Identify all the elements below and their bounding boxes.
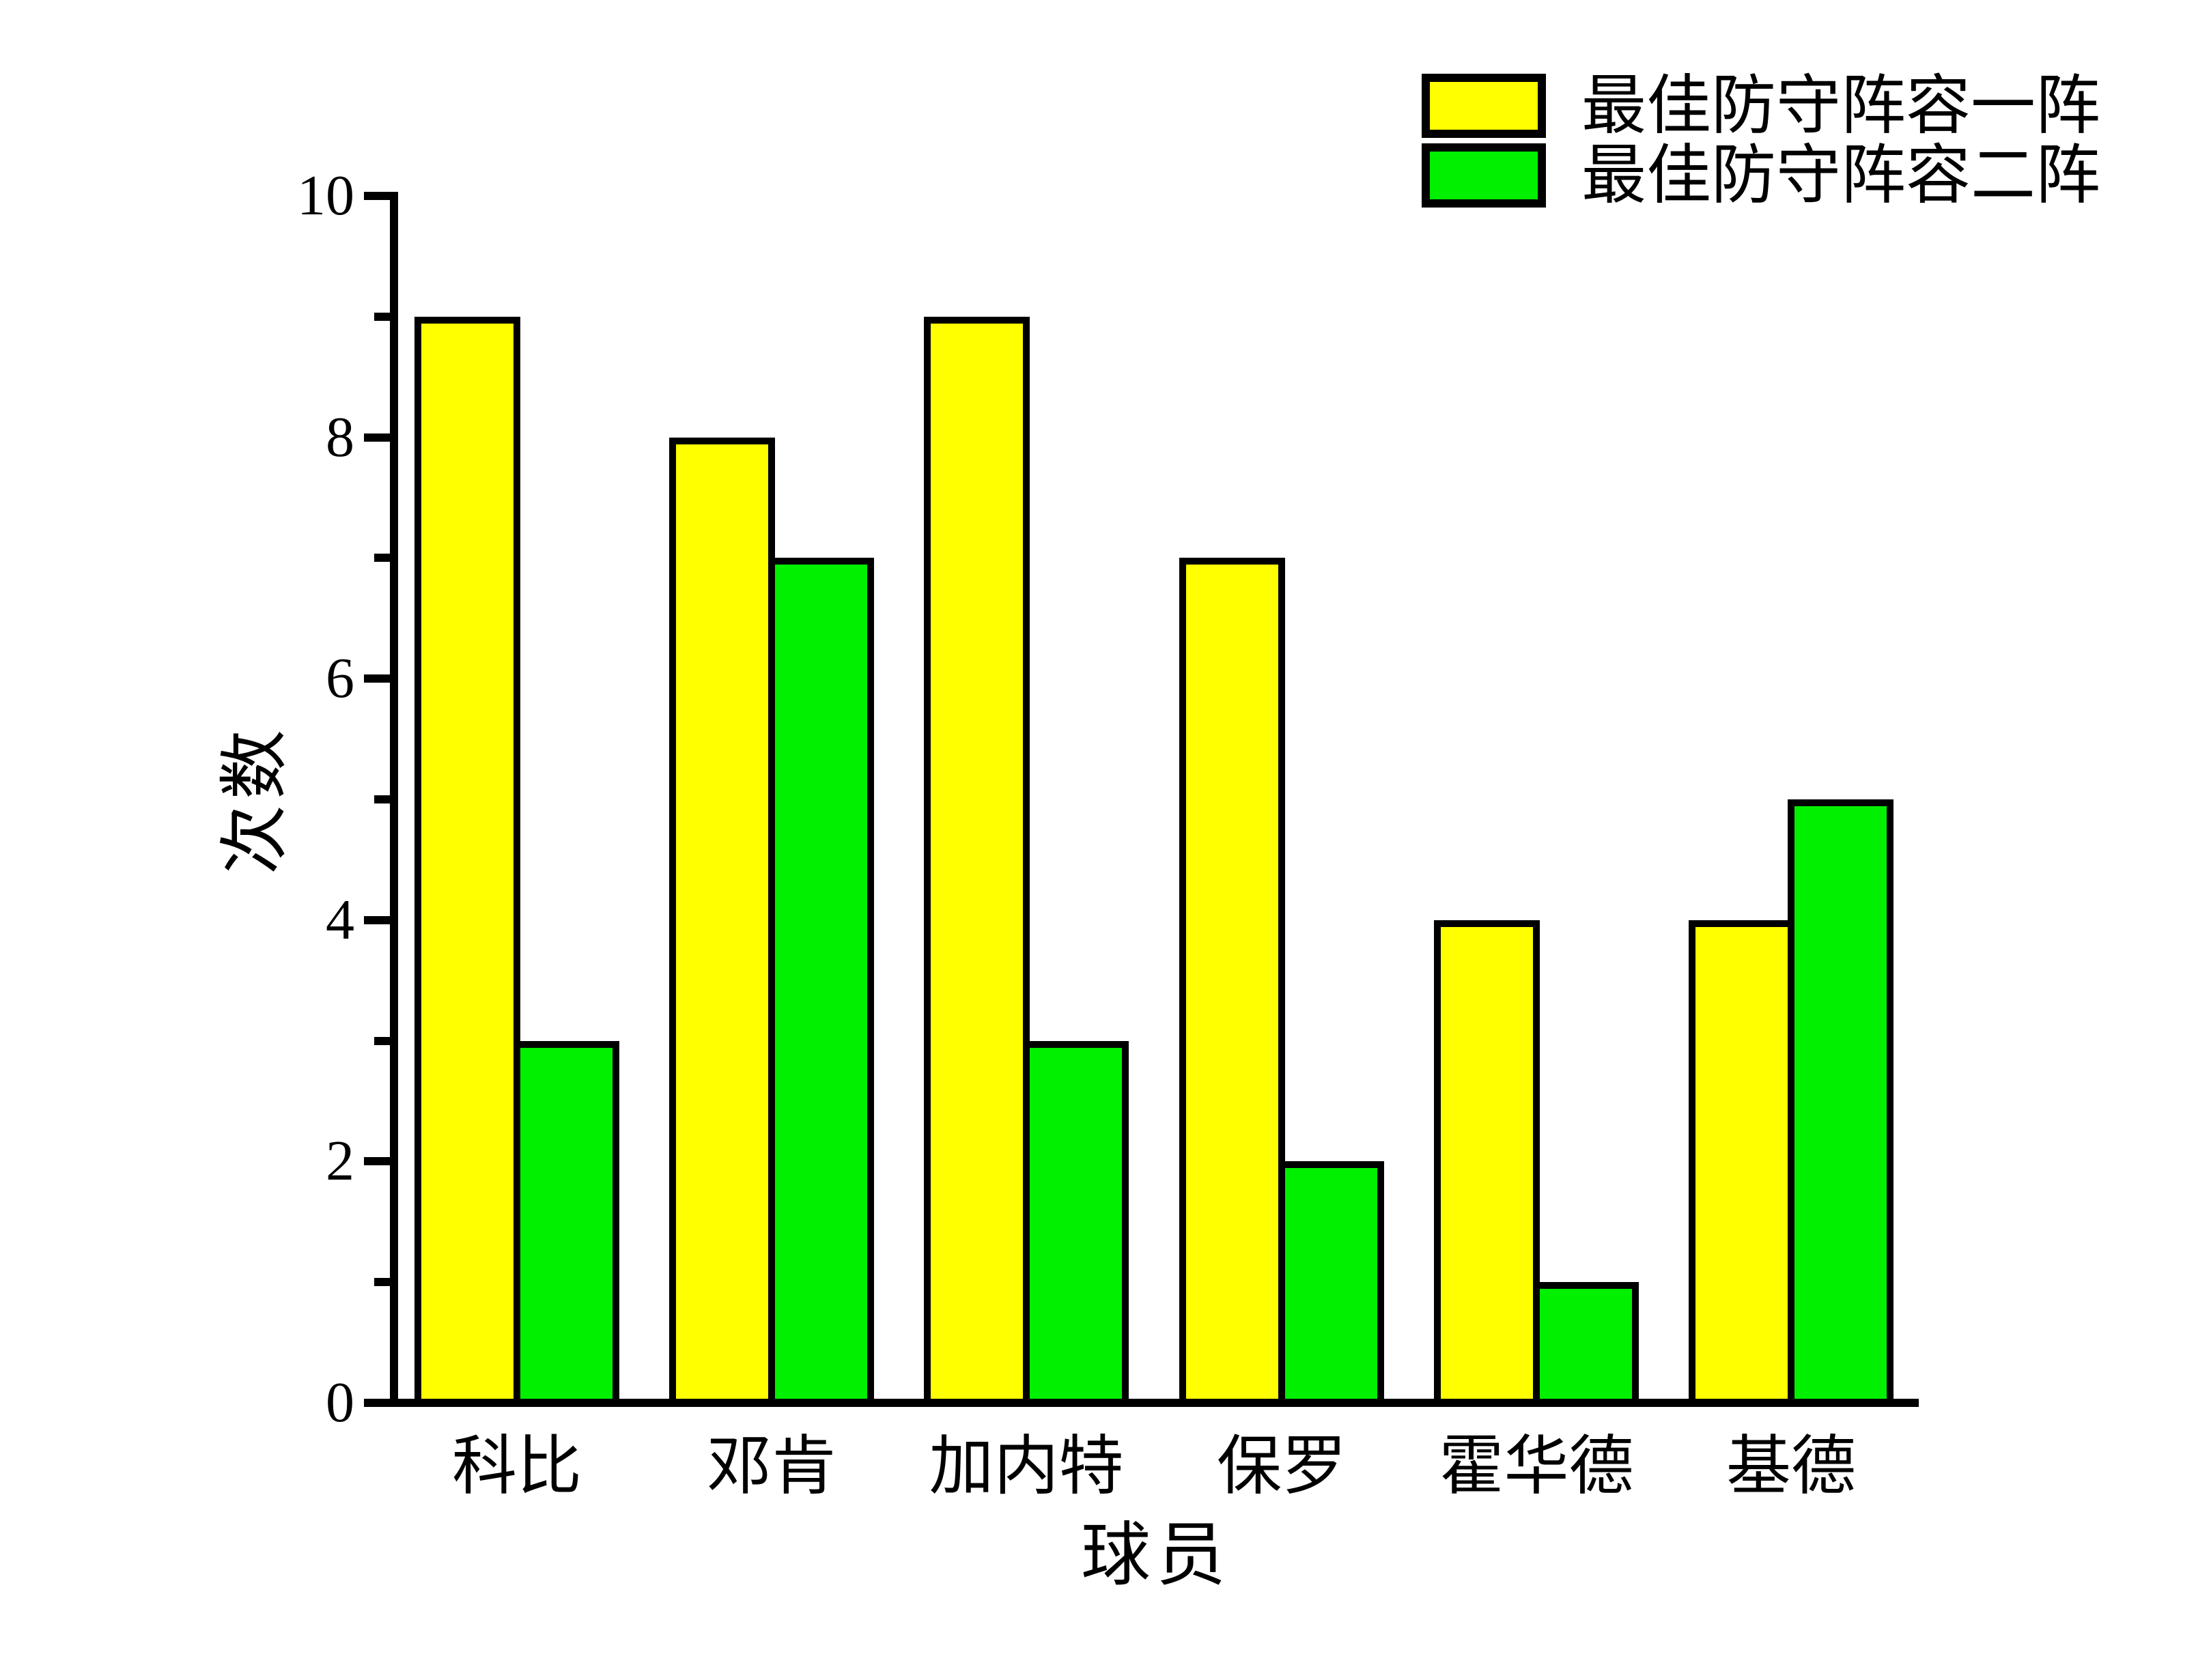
y-axis-line	[390, 192, 398, 1407]
y-minor-tick	[374, 554, 394, 563]
y-major-tick	[364, 1157, 394, 1166]
legend-row-second-team: 最佳防守阵容二阵	[1422, 143, 2100, 208]
y-minor-tick	[374, 1036, 394, 1045]
legend: 最佳防守阵容一阵 最佳防守阵容二阵	[1422, 74, 2100, 208]
legend-label-second-team: 最佳防守阵容二阵	[1581, 139, 2101, 212]
bar-first-team-科比	[414, 317, 520, 1407]
x-axis-line	[364, 1399, 1919, 1407]
legend-label-first-team: 最佳防守阵容一阵	[1581, 70, 2101, 142]
bar-first-team-加内特	[924, 317, 1030, 1407]
y-minor-tick	[374, 795, 394, 803]
bar-second-team-保罗	[1278, 1161, 1384, 1407]
bar-first-team-邓肯	[669, 438, 775, 1407]
bar-second-team-霍华德	[1533, 1282, 1639, 1407]
bar-first-team-基德	[1689, 920, 1794, 1407]
y-major-tick	[364, 433, 394, 442]
legend-swatch-second-team	[1422, 143, 1546, 208]
bar-second-team-基德	[1788, 799, 1894, 1407]
y-major-tick	[364, 674, 394, 683]
category-label-加内特: 加内特	[929, 1430, 1124, 1503]
category-label-保罗: 保罗	[1216, 1430, 1347, 1503]
y-tick-label: 2	[326, 1129, 354, 1193]
bar-first-team-保罗	[1179, 558, 1285, 1407]
category-label-基德: 基德	[1726, 1430, 1856, 1503]
y-major-tick	[364, 192, 394, 200]
bar-first-team-霍华德	[1434, 920, 1540, 1407]
bar-second-team-加内特	[1023, 1041, 1129, 1407]
bar-second-team-邓肯	[768, 558, 874, 1407]
y-minor-tick	[374, 312, 394, 321]
x-axis-title: 球员	[1081, 1518, 1231, 1595]
y-tick-label: 8	[326, 405, 354, 469]
y-major-tick	[364, 915, 394, 924]
y-minor-tick	[374, 1278, 394, 1287]
bar-second-team-科比	[513, 1041, 619, 1407]
legend-swatch-first-team	[1422, 74, 1546, 138]
category-label-霍华德: 霍华德	[1439, 1430, 1634, 1503]
legend-row-first-team: 最佳防守阵容一阵	[1422, 70, 2101, 142]
y-tick-label: 0	[326, 1371, 354, 1434]
y-major-tick	[364, 1399, 394, 1407]
y-tick-label: 4	[326, 887, 354, 952]
category-label-邓肯: 邓肯	[706, 1430, 836, 1503]
y-tick-label: 10	[297, 164, 354, 227]
y-tick-label: 6	[326, 646, 354, 711]
category-label-科比: 科比	[451, 1430, 582, 1503]
